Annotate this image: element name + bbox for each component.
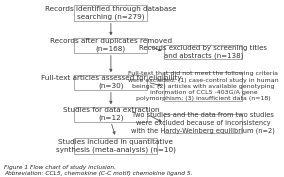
FancyBboxPatch shape	[74, 75, 147, 90]
Text: Records after duplicates removed
(n=168): Records after duplicates removed (n=168)	[50, 38, 172, 52]
FancyBboxPatch shape	[74, 38, 147, 53]
Text: Figure 1 Flow chart of study inclusion.
Abbreviation: CCL5, chemokine (C-C motif: Figure 1 Flow chart of study inclusion. …	[4, 165, 192, 176]
FancyBboxPatch shape	[74, 5, 147, 21]
Text: Records excluded by screening titles
and abstracts (n=138): Records excluded by screening titles and…	[139, 45, 267, 59]
FancyBboxPatch shape	[164, 114, 242, 133]
Text: Records identified through database
searching (n=279): Records identified through database sear…	[45, 6, 177, 20]
Text: Two studies and the data from two studies
were excluded because of inconsistency: Two studies and the data from two studie…	[131, 112, 275, 134]
Text: Studies included in quantitative
synthesis (meta-analysis) (n=10): Studies included in quantitative synthes…	[56, 139, 176, 153]
FancyBboxPatch shape	[74, 107, 147, 122]
Text: Studies for data extraction
(n=12): Studies for data extraction (n=12)	[63, 107, 159, 121]
FancyBboxPatch shape	[74, 138, 157, 154]
Text: Full-text articles assessed for eligibility
(n=30): Full-text articles assessed for eligibil…	[41, 75, 181, 89]
Text: Full-text that did not meet the following criteria
were excluded: (1) case-contr: Full-text that did not meet the followin…	[128, 72, 279, 101]
FancyBboxPatch shape	[164, 45, 242, 59]
FancyBboxPatch shape	[164, 72, 242, 101]
